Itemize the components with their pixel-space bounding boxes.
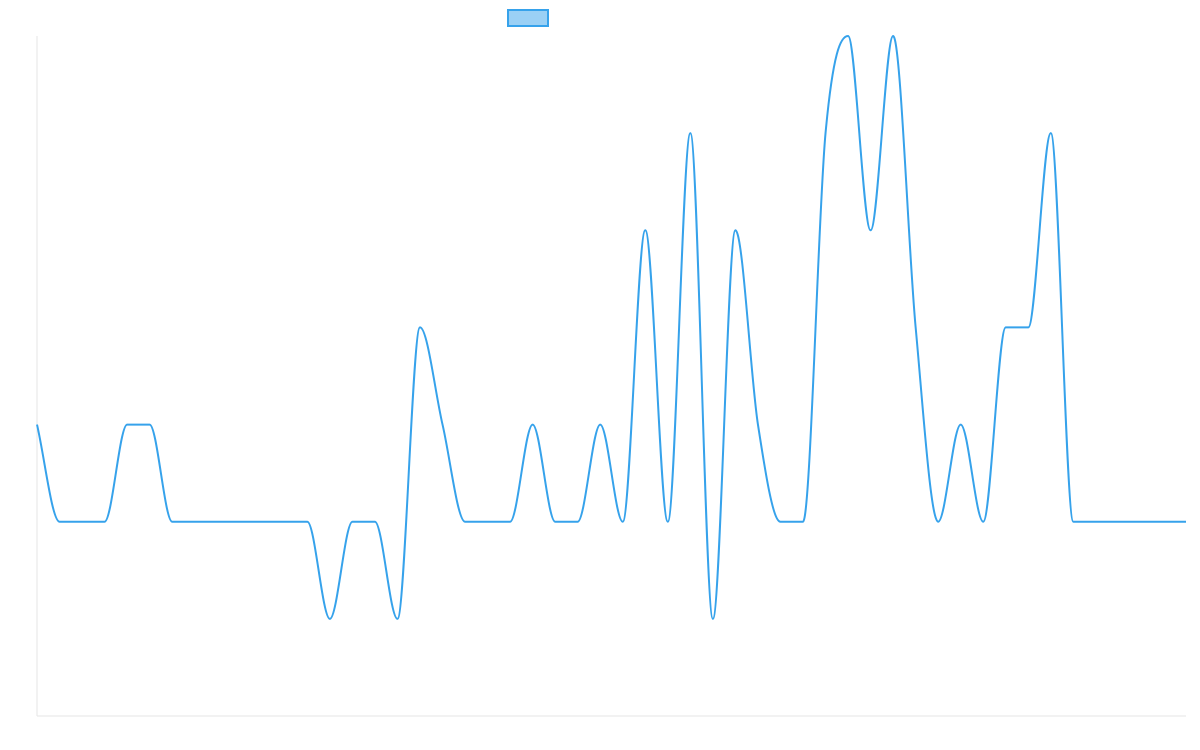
- series-layer: [36, 35, 1186, 620]
- series-line-0[interactable]: [36, 35, 1186, 620]
- axes: [36, 36, 1186, 717]
- legend[interactable]: [507, 9, 549, 27]
- legend-swatch-0[interactable]: [507, 9, 549, 27]
